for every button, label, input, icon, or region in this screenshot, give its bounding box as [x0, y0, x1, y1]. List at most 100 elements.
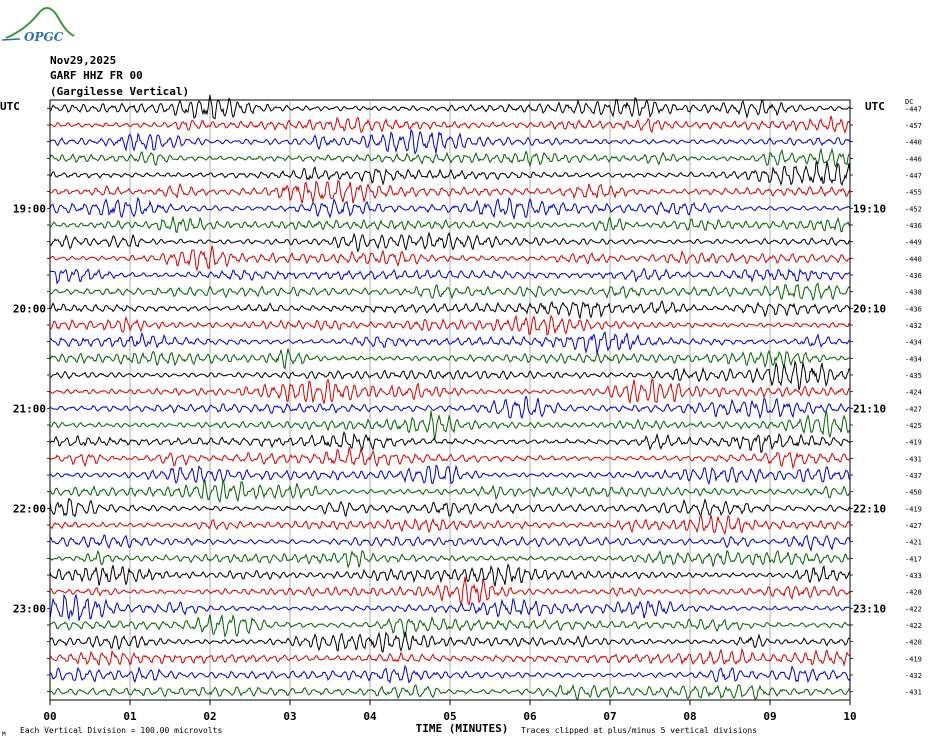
dc-offset-value: -434	[905, 355, 922, 363]
seismic-trace	[49, 231, 851, 253]
dc-offset-value: -434	[905, 339, 922, 347]
seismic-trace	[49, 549, 851, 569]
seismic-trace	[49, 115, 851, 135]
dc-offset-value: -436	[905, 222, 922, 230]
dc-offset-value: -425	[905, 422, 922, 430]
dc-offset-value: -438	[905, 289, 922, 297]
seismic-trace	[49, 683, 851, 701]
seismic-trace	[49, 161, 851, 187]
label-group: 00 01 02 03 04 05 06 07 08 09 10 -447 -457 -440 -446 -4…	[13, 105, 922, 723]
seismic-trace	[49, 216, 851, 234]
x-tick-label: 01	[123, 710, 137, 723]
right-time-label: 21:10	[853, 402, 886, 415]
dc-offset-value: -455	[905, 189, 922, 197]
x-tick-label: 02	[203, 710, 216, 723]
right-time-label: 19:10	[853, 202, 886, 215]
logo-mountain-curve	[5, 7, 75, 39]
x-tick-label: 06	[523, 710, 537, 723]
scale-note: Each Vertical Division = 100.00 microvol…	[20, 726, 222, 735]
dc-offset-value: -427	[905, 522, 922, 530]
right-time-label: 23:10	[853, 602, 886, 615]
seismic-trace	[49, 513, 851, 536]
left-utc-label: UTC	[0, 100, 20, 113]
dc-offset-value: -421	[905, 539, 922, 547]
logo-base-line	[1, 38, 21, 41]
x-tick-label: 05	[443, 710, 456, 723]
seismic-trace	[49, 409, 851, 439]
dc-offset-value: -431	[905, 689, 922, 697]
record-date: Nov29,2025	[50, 54, 117, 67]
seismic-trace	[49, 446, 851, 470]
seismic-trace	[49, 128, 851, 155]
dc-offset-value: -440	[905, 139, 922, 147]
seismic-trace	[49, 147, 851, 169]
seismic-trace	[49, 267, 851, 285]
seismic-trace	[49, 377, 851, 405]
dc-offset-value: -436	[905, 305, 922, 313]
dc-offset-value: -447	[905, 172, 922, 180]
dc-label: DC	[905, 98, 914, 106]
seismic-trace	[49, 245, 851, 272]
dc-offset-value: -450	[905, 489, 922, 497]
dc-offset-value: -417	[905, 555, 922, 563]
dc-offset-value: -424	[905, 389, 922, 397]
x-axis-label: TIME (MINUTES)	[416, 722, 509, 735]
dc-offset-value: -419	[905, 505, 922, 513]
right-time-label: 22:10	[853, 502, 886, 515]
seismic-trace	[49, 431, 851, 454]
seismic-trace	[49, 299, 851, 320]
dc-offset-value: -457	[905, 122, 922, 130]
dc-offset-value: -452	[905, 205, 922, 213]
x-tick-label: 00	[43, 710, 56, 723]
seismic-trace	[49, 394, 850, 420]
seismic-trace	[49, 196, 851, 221]
x-tick-label: 07	[603, 710, 616, 723]
station-location: (Gargilesse Vertical)	[50, 85, 190, 98]
dc-offset-value: -432	[905, 672, 922, 680]
dc-offset-value: -433	[905, 572, 922, 580]
x-tick-label: 09	[763, 710, 776, 723]
x-tick-label: 08	[683, 710, 696, 723]
seismic-trace	[49, 331, 851, 355]
dc-offset-value: -437	[905, 472, 922, 480]
dc-offset-value: -420	[905, 639, 922, 647]
dc-offset-value: -432	[905, 322, 922, 330]
left-time-label: 20:00	[13, 302, 46, 315]
left-time-label: 21:00	[13, 402, 46, 415]
dc-offset-value: -446	[905, 155, 922, 163]
seismic-trace	[49, 314, 851, 336]
opgc-logo: OPGC	[1, 7, 75, 44]
seismic-trace	[49, 664, 851, 684]
dc-offset-value: -419	[905, 655, 922, 663]
corner-mark: M	[2, 731, 6, 738]
x-tick-label: 10	[843, 710, 856, 723]
seismic-trace	[49, 613, 851, 639]
dc-offset-value: -447	[905, 105, 922, 113]
seismic-trace	[49, 576, 851, 606]
station-code: GARF HHZ FR 00	[50, 69, 143, 82]
dc-offset-value: -431	[905, 455, 922, 463]
dc-offset-value: -422	[905, 605, 922, 613]
x-tick-label: 04	[363, 710, 377, 723]
seismic-trace	[49, 497, 851, 518]
seismic-trace	[49, 94, 850, 120]
seismic-trace	[49, 534, 851, 553]
dc-offset-value: -428	[905, 589, 922, 597]
seismic-trace	[49, 563, 851, 587]
dc-offset-value: -440	[905, 255, 922, 263]
seismic-trace	[49, 630, 851, 653]
x-tick-label: 03	[283, 710, 296, 723]
seismic-trace	[49, 647, 851, 667]
left-time-label: 22:00	[13, 502, 46, 515]
seismic-trace	[49, 593, 851, 622]
dc-offset-value: -436	[905, 272, 922, 280]
seismic-trace	[49, 359, 851, 391]
right-utc-label: UTC	[865, 100, 885, 113]
seismic-trace	[49, 479, 851, 504]
left-time-label: 19:00	[13, 202, 46, 215]
seismic-trace	[49, 464, 851, 486]
trace-group	[49, 94, 851, 701]
logo-text: OPGC	[24, 30, 64, 44]
dc-offset-value: -427	[905, 405, 922, 413]
